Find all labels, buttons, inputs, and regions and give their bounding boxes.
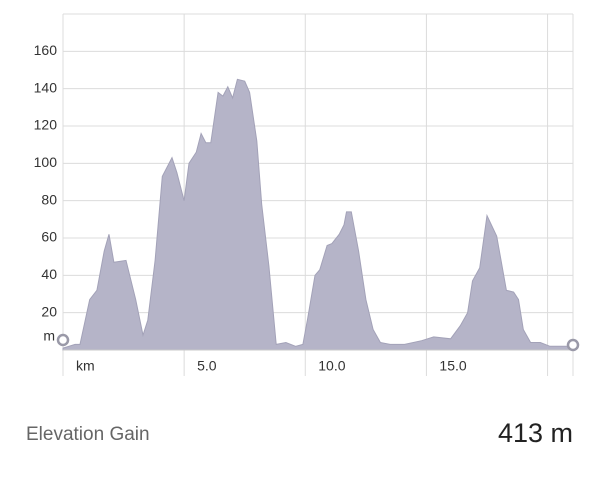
- y-tick-label: 60: [41, 229, 57, 245]
- x-tick-label: 10.0: [318, 358, 345, 374]
- start-marker: [56, 333, 70, 347]
- y-tick-label: 120: [34, 117, 58, 133]
- plot: m 20 40 60 80 100 120 140 160 km 5.0 10.0 15.0: [34, 14, 580, 376]
- x-tick-label: 5.0: [197, 358, 217, 374]
- y-tick-label: 80: [41, 191, 57, 207]
- x-tick-label: km: [76, 358, 95, 374]
- summary-value: 413 m: [498, 418, 573, 448]
- y-tick-label: 100: [34, 154, 58, 170]
- x-tick-label: 15.0: [439, 358, 466, 374]
- y-tick-label: 160: [34, 42, 58, 58]
- summary-label: Elevation Gain: [26, 424, 150, 445]
- y-tick-label: m: [43, 328, 55, 344]
- y-tick-label: 140: [34, 79, 58, 95]
- end-marker: [566, 338, 580, 352]
- y-tick-label: 20: [41, 303, 57, 319]
- elevation-area: [62, 78, 573, 351]
- y-tick-label: 40: [41, 266, 57, 282]
